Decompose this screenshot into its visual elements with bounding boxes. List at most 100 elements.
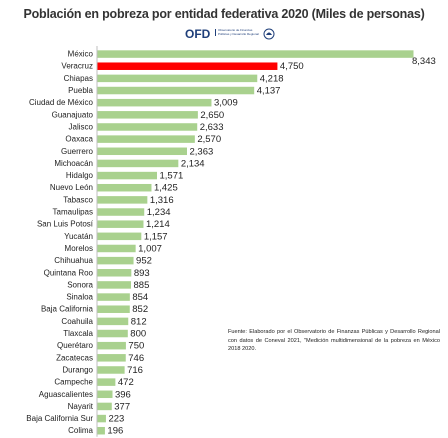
- value-label: 812: [131, 316, 147, 327]
- category-label: Michoacán: [54, 159, 93, 168]
- category-label: Guanajuato: [52, 110, 94, 119]
- value-label: 2,363: [190, 146, 214, 157]
- bar-nuevo-león: [97, 183, 152, 192]
- category-label: México: [68, 50, 94, 59]
- value-label: 1,214: [146, 219, 170, 230]
- bar-guerrero: [97, 147, 188, 156]
- category-label: Guerrero: [61, 147, 94, 156]
- category-label: Jalisco: [69, 122, 94, 131]
- category-label: Yucatán: [64, 232, 93, 241]
- logo-subtitle: Observatorio de Finanzas Públicas y Desa…: [215, 28, 260, 36]
- value-label: 746: [128, 353, 144, 364]
- bar-méxico: [97, 50, 414, 58]
- bar-chiapas: [97, 74, 258, 83]
- category-label: Tlaxcala: [63, 329, 93, 338]
- value-label: 854: [132, 292, 148, 303]
- category-label: Chihuahua: [54, 256, 93, 265]
- value-label: 716: [127, 365, 143, 376]
- category-label: Coahuila: [61, 317, 93, 326]
- value-label: 196: [107, 426, 123, 437]
- bar-colima: [97, 426, 105, 435]
- value-label: 472: [118, 377, 134, 388]
- bar-michoacán: [97, 159, 179, 168]
- category-label: Durango: [62, 365, 93, 374]
- category-label: Quintana Roo: [44, 268, 94, 277]
- value-label: 3,009: [214, 98, 238, 109]
- category-label: Baja California Sur: [26, 414, 93, 423]
- bar-zacatecas: [97, 354, 126, 362]
- bar-jalisco: [97, 123, 198, 131]
- category-label: Morelos: [65, 244, 93, 253]
- category-label: Tabasco: [63, 195, 93, 204]
- bar-tamaulipas: [97, 208, 145, 216]
- value-label: 2,134: [181, 158, 205, 169]
- value-label: 1,007: [138, 243, 162, 254]
- value-label: 377: [114, 401, 130, 412]
- bar-aguascalientes: [97, 390, 113, 399]
- value-label: 8,343: [412, 56, 436, 67]
- bar-campeche: [97, 378, 116, 386]
- bar-tlaxcala: [97, 329, 128, 338]
- category-label: San Luis Potosí: [37, 220, 94, 229]
- value-label: 1,425: [154, 183, 178, 194]
- category-label: Campeche: [54, 378, 93, 387]
- category-label: Sonora: [67, 280, 93, 289]
- value-label: 800: [130, 329, 146, 340]
- bar-querétaro: [97, 341, 126, 350]
- category-label: Zacatecas: [56, 353, 93, 362]
- value-label: 2,633: [200, 122, 224, 133]
- value-label: 4,137: [257, 86, 281, 97]
- ofd-logo: OFD Observatorio de Finanzas Públicas y …: [185, 27, 279, 43]
- bar-veracruz: [97, 62, 278, 70]
- bar-durango: [97, 366, 125, 374]
- bar-coahuila: [97, 317, 129, 326]
- value-label: 952: [136, 256, 152, 267]
- bar-ciudad-de-méxico: [97, 98, 212, 107]
- value-label: 4,218: [260, 73, 284, 84]
- category-label: Veracruz: [61, 62, 93, 71]
- category-label: Aguascalientes: [39, 390, 93, 399]
- category-label: Querétaro: [57, 341, 94, 350]
- category-label: Colima: [68, 426, 93, 435]
- category-label: Nayarit: [68, 402, 94, 411]
- value-label: 750: [128, 341, 144, 352]
- bar-quintana-roo: [97, 269, 132, 277]
- category-label: Sinaloa: [66, 293, 93, 302]
- bar-chihuahua: [97, 256, 134, 265]
- value-label: 2,650: [200, 110, 224, 121]
- value-label: 1,571: [160, 171, 184, 182]
- value-label: 885: [134, 280, 150, 291]
- emblem-icon: [263, 28, 275, 40]
- value-label: 1,316: [150, 195, 174, 206]
- bar-sinaloa: [97, 293, 130, 301]
- logo-text: OFD: [185, 27, 211, 41]
- value-label: 4,750: [280, 61, 304, 72]
- bar-puebla: [97, 86, 255, 95]
- category-label: Hidalgo: [66, 171, 94, 180]
- bar-tabasco: [97, 196, 148, 204]
- bar-nayarit: [97, 402, 112, 411]
- value-label: 852: [132, 304, 148, 315]
- value-label: 1,157: [144, 231, 168, 242]
- bar-sonora: [97, 281, 132, 289]
- category-label: Baja California: [41, 305, 94, 314]
- category-label: Oaxaca: [65, 135, 93, 144]
- value-label: 1,234: [147, 207, 171, 218]
- value-label: 223: [108, 414, 124, 425]
- chart-title: Población en pobreza por entidad federat…: [23, 7, 425, 21]
- bar-hidalgo: [97, 171, 158, 180]
- bar-oaxaca: [97, 135, 195, 143]
- category-label: Ciudad de México: [29, 98, 94, 107]
- bar-yucatán: [97, 232, 142, 241]
- category-label: Chiapas: [64, 74, 93, 83]
- source-note: Fuente: Elaborado por el Observatorio de…: [228, 329, 440, 352]
- category-label: Puebla: [68, 86, 93, 95]
- bar-baja-california-sur: [97, 414, 106, 423]
- value-label: 893: [134, 268, 150, 279]
- category-label: Nuevo León: [50, 183, 93, 192]
- bar-guanajuato: [97, 111, 198, 119]
- bar-san-luis-potosí: [97, 220, 144, 228]
- value-label: 396: [115, 389, 131, 400]
- bar-morelos: [97, 244, 136, 253]
